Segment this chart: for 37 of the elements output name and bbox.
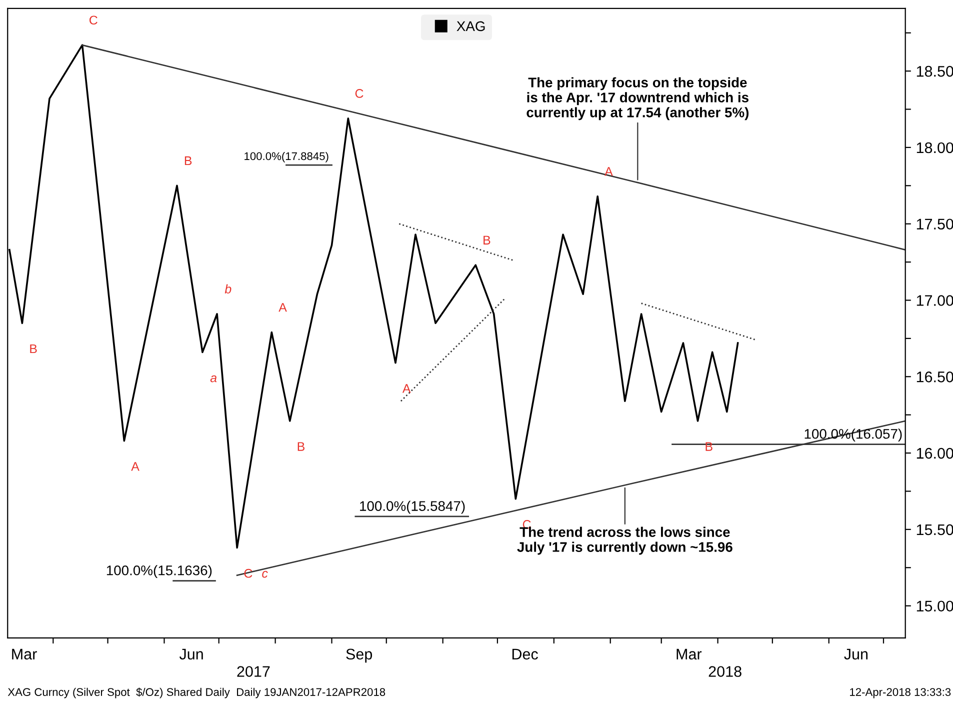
annotation: A [402,384,411,393]
text: XAG Curncy (Silver Spot $/Oz) Shared Daily Daily 19JAN2017-12APR2018 [8,688,386,698]
annotation: A [604,167,613,176]
y-tick-label: 17.00 [916,295,953,306]
annotation: 100.0%(17.8845) [244,152,328,162]
text: 12-Apr-2018 13:33:3 [850,688,951,698]
y-tick-label: 17.50 [916,218,953,230]
annotation: a [210,375,217,382]
x-tick-label: Jun [179,648,203,660]
annotation: B [184,156,192,165]
legend-label: XAG [456,21,485,32]
annotation: c [262,570,268,578]
y-tick-label: 16.00 [916,448,953,459]
x-tick-label: Dec [512,648,538,660]
annotation: C [90,16,98,25]
annotation: C [355,89,364,98]
x2-tick-label: 2018 [708,666,742,677]
annotation: B [298,442,304,451]
x2-tick-label: 2017 [237,666,270,677]
annotation: B [484,236,490,244]
y-tick-label: 16.50 [916,372,953,382]
annotation: 100.0%(15.5847) [360,500,465,514]
x-tick-label: Mar [12,648,37,660]
x-tick-label: Mar [676,648,702,660]
x-tick-label: Sep [346,648,372,663]
x-tick-label: Jun [844,648,868,660]
y-tick-label: 18.00 [916,142,953,154]
y-tick-label: 15.00 [916,600,953,612]
annotation: The primary focus on the topside is the Apr. '17 downtrend which is currently up at 17.54 (another 5%) [526,77,749,120]
annotation: 100.0%(15.1636) [106,565,212,578]
annotation: b [224,284,232,294]
annotation: A [131,462,140,471]
y-tick-label: 18.50 [916,66,953,77]
annotation: A [278,303,287,312]
annotation: The trend across the lows since July '17 is currently down ~15.96 [517,526,732,555]
y-tick-label: 15.50 [916,524,953,536]
annotation: B [30,344,37,354]
